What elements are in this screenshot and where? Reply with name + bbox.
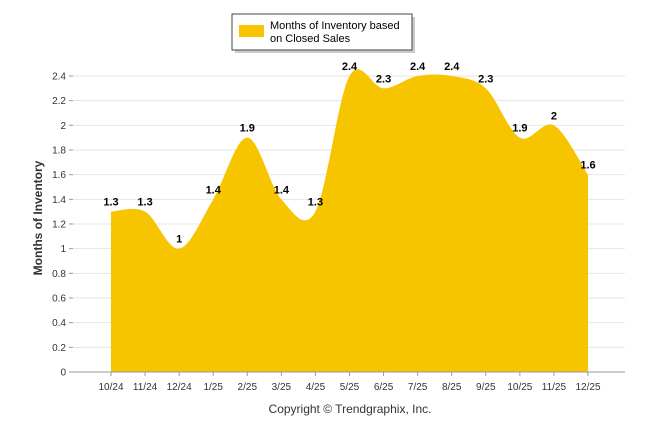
y-tick-label: 2 (60, 121, 66, 132)
x-tick-label: 12/24 (167, 382, 192, 393)
y-tick-label: 2.2 (52, 96, 66, 107)
copyright-credit: Copyright © Trendgraphix, Inc. (269, 402, 432, 416)
x-tick-label: 5/25 (340, 382, 360, 393)
x-tick-label: 10/24 (98, 382, 123, 393)
y-tick-label: 1.8 (52, 146, 66, 157)
series-area (111, 69, 588, 373)
x-tick-label: 4/25 (306, 382, 326, 393)
x-tick-label: 3/25 (272, 382, 292, 393)
y-tick-label: 1.2 (52, 220, 66, 231)
y-tick-label: 0.8 (52, 269, 66, 280)
y-tick-label: 0 (60, 368, 66, 379)
x-tick-label: 10/25 (507, 382, 532, 393)
legend-swatch (239, 25, 264, 37)
x-tick-label: 7/25 (408, 382, 428, 393)
y-tick-label: 2.4 (52, 72, 66, 83)
y-tick-label: 1.6 (52, 170, 66, 181)
y-axis-title: Months of Inventory (31, 160, 45, 275)
data-label: 2.4 (444, 61, 460, 73)
data-label: 1 (176, 234, 182, 246)
legend: Months of Inventory based on Closed Sale… (231, 13, 415, 53)
x-tick-label: 11/25 (542, 382, 567, 393)
data-label: 1.6 (580, 160, 595, 172)
series-area-shape (111, 69, 588, 373)
data-label: 1.9 (512, 123, 527, 135)
y-tick-label: 1.4 (52, 195, 66, 206)
y-tick-label: 0.6 (52, 294, 66, 305)
x-tick-label: 8/25 (442, 382, 462, 393)
data-label: 2.4 (410, 61, 426, 73)
axes: 00.20.40.60.811.21.41.61.822.22.410/24 11… (52, 72, 625, 393)
data-label: 2.4 (342, 61, 358, 73)
data-label: 2 (551, 110, 557, 122)
y-tick-label: 0.4 (52, 318, 66, 329)
data-label: 1.3 (103, 197, 118, 209)
x-tick-label: 6/25 (374, 382, 394, 393)
data-label: 2.3 (478, 73, 493, 85)
x-tick-label: 9/25 (476, 382, 496, 393)
data-label: 1.4 (206, 184, 222, 196)
y-tick-label: 0.2 (52, 343, 66, 354)
x-tick-label: 2/25 (238, 382, 258, 393)
data-label: 1.9 (240, 123, 255, 135)
legend-entry-line-1: Months of Inventory based (270, 20, 400, 32)
y-tick-label: 1 (60, 244, 66, 255)
x-tick-label: 11/24 (133, 382, 158, 393)
x-tick-label: 1/25 (203, 382, 223, 393)
data-label: 1.3 (137, 197, 152, 209)
data-label: 1.4 (274, 184, 290, 196)
x-tick-label: 12/25 (575, 382, 600, 393)
data-label: 1.3 (308, 197, 323, 209)
data-labels: 1.3 1.3 1 1.4 1.9 1.4 1.3 2.4 2.3 2.4 2.4 2.3 1.9 2 1.… (103, 61, 595, 246)
data-label: 2.3 (376, 73, 391, 85)
legend-entry-line-2: on Closed Sales (270, 33, 351, 45)
